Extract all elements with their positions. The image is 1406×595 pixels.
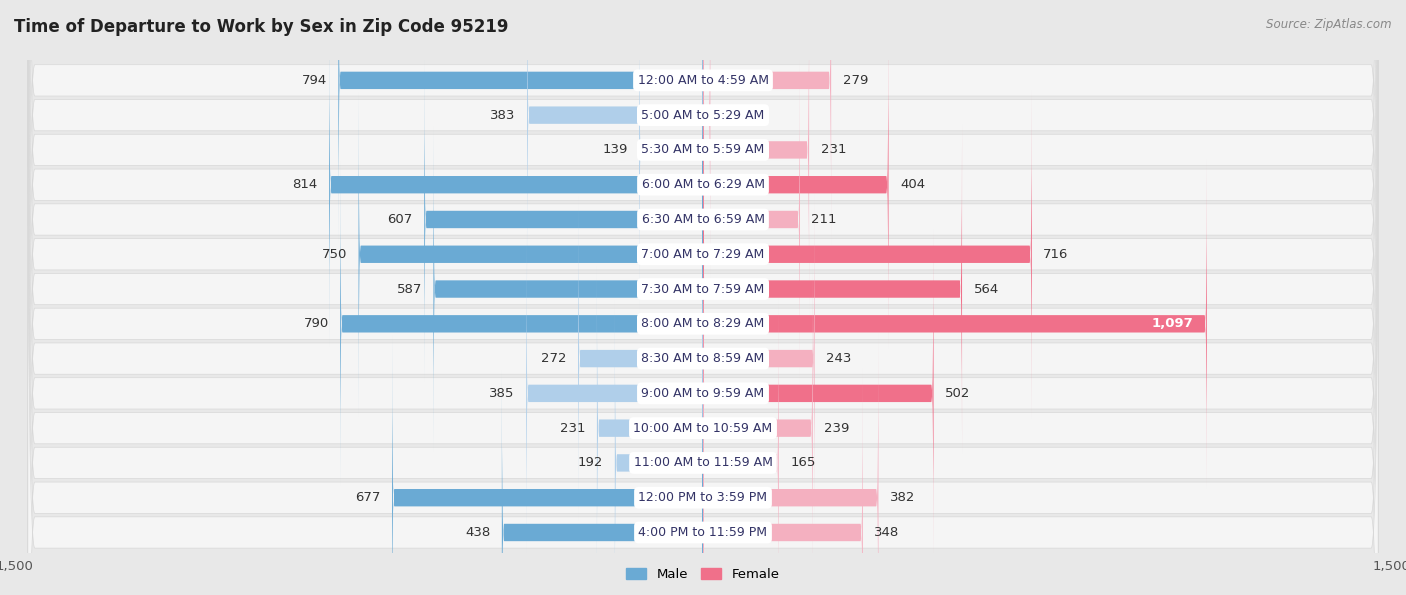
FancyBboxPatch shape (28, 0, 1378, 595)
FancyBboxPatch shape (28, 0, 1378, 595)
Text: 7:30 AM to 7:59 AM: 7:30 AM to 7:59 AM (641, 283, 765, 296)
FancyBboxPatch shape (527, 0, 703, 280)
Text: 750: 750 (322, 248, 347, 261)
FancyBboxPatch shape (28, 0, 1378, 595)
Text: 790: 790 (304, 317, 329, 330)
FancyBboxPatch shape (703, 124, 962, 454)
FancyBboxPatch shape (578, 193, 703, 524)
Text: 165: 165 (790, 456, 815, 469)
Text: 383: 383 (491, 109, 516, 121)
FancyBboxPatch shape (703, 193, 814, 524)
Text: 794: 794 (302, 74, 326, 87)
Text: 4:00 PM to 11:59 PM: 4:00 PM to 11:59 PM (638, 526, 768, 539)
Text: 16: 16 (721, 109, 738, 121)
Text: 192: 192 (578, 456, 603, 469)
FancyBboxPatch shape (433, 124, 703, 454)
Text: 243: 243 (827, 352, 852, 365)
Text: 438: 438 (465, 526, 491, 539)
Text: 7:00 AM to 7:29 AM: 7:00 AM to 7:29 AM (641, 248, 765, 261)
FancyBboxPatch shape (28, 0, 1378, 595)
FancyBboxPatch shape (703, 298, 779, 595)
FancyBboxPatch shape (703, 159, 1206, 489)
FancyBboxPatch shape (703, 263, 813, 593)
Text: 564: 564 (973, 283, 998, 296)
FancyBboxPatch shape (640, 0, 703, 315)
Text: 139: 139 (602, 143, 627, 156)
Text: 382: 382 (890, 491, 915, 504)
FancyBboxPatch shape (28, 0, 1378, 595)
FancyBboxPatch shape (703, 367, 863, 595)
FancyBboxPatch shape (392, 333, 703, 595)
FancyBboxPatch shape (28, 0, 1378, 595)
FancyBboxPatch shape (28, 26, 1378, 595)
Text: 5:30 AM to 5:59 AM: 5:30 AM to 5:59 AM (641, 143, 765, 156)
FancyBboxPatch shape (598, 263, 703, 593)
Text: 279: 279 (842, 74, 868, 87)
Text: 348: 348 (875, 526, 900, 539)
FancyBboxPatch shape (703, 228, 934, 559)
FancyBboxPatch shape (703, 89, 1032, 419)
FancyBboxPatch shape (28, 0, 1378, 587)
Text: 607: 607 (388, 213, 413, 226)
Text: 272: 272 (541, 352, 567, 365)
Text: 9:00 AM to 9:59 AM: 9:00 AM to 9:59 AM (641, 387, 765, 400)
Text: 6:00 AM to 6:29 AM: 6:00 AM to 6:29 AM (641, 178, 765, 191)
FancyBboxPatch shape (28, 0, 1378, 595)
FancyBboxPatch shape (703, 0, 831, 246)
Text: 6:30 AM to 6:59 AM: 6:30 AM to 6:59 AM (641, 213, 765, 226)
FancyBboxPatch shape (703, 54, 800, 385)
FancyBboxPatch shape (329, 20, 703, 350)
Text: 1,097: 1,097 (1152, 317, 1194, 330)
Text: 814: 814 (292, 178, 318, 191)
Text: 502: 502 (945, 387, 970, 400)
FancyBboxPatch shape (28, 0, 1378, 595)
Text: 231: 231 (560, 422, 585, 435)
Text: Time of Departure to Work by Sex in Zip Code 95219: Time of Departure to Work by Sex in Zip … (14, 18, 509, 36)
Text: 677: 677 (356, 491, 381, 504)
FancyBboxPatch shape (703, 20, 889, 350)
FancyBboxPatch shape (703, 333, 879, 595)
Text: 8:30 AM to 8:59 AM: 8:30 AM to 8:59 AM (641, 352, 765, 365)
Text: Source: ZipAtlas.com: Source: ZipAtlas.com (1267, 18, 1392, 31)
Text: 404: 404 (900, 178, 925, 191)
FancyBboxPatch shape (502, 367, 703, 595)
Text: 10:00 AM to 10:59 AM: 10:00 AM to 10:59 AM (634, 422, 772, 435)
FancyBboxPatch shape (526, 228, 703, 559)
FancyBboxPatch shape (340, 159, 703, 489)
Text: 8:00 AM to 8:29 AM: 8:00 AM to 8:29 AM (641, 317, 765, 330)
FancyBboxPatch shape (359, 89, 703, 419)
Text: 12:00 AM to 4:59 AM: 12:00 AM to 4:59 AM (637, 74, 769, 87)
FancyBboxPatch shape (339, 0, 703, 246)
FancyBboxPatch shape (614, 298, 703, 595)
Text: 11:00 AM to 11:59 AM: 11:00 AM to 11:59 AM (634, 456, 772, 469)
FancyBboxPatch shape (425, 54, 703, 385)
Text: 385: 385 (489, 387, 515, 400)
Text: 716: 716 (1043, 248, 1069, 261)
Text: 5:00 AM to 5:29 AM: 5:00 AM to 5:29 AM (641, 109, 765, 121)
FancyBboxPatch shape (28, 0, 1378, 595)
Text: 587: 587 (396, 283, 422, 296)
Legend: Male, Female: Male, Female (621, 562, 785, 586)
Text: 231: 231 (821, 143, 846, 156)
FancyBboxPatch shape (28, 0, 1378, 595)
Text: 239: 239 (824, 422, 849, 435)
Text: 12:00 PM to 3:59 PM: 12:00 PM to 3:59 PM (638, 491, 768, 504)
Text: 211: 211 (811, 213, 837, 226)
FancyBboxPatch shape (703, 0, 808, 315)
FancyBboxPatch shape (28, 0, 1378, 595)
FancyBboxPatch shape (703, 0, 710, 280)
FancyBboxPatch shape (28, 0, 1378, 595)
